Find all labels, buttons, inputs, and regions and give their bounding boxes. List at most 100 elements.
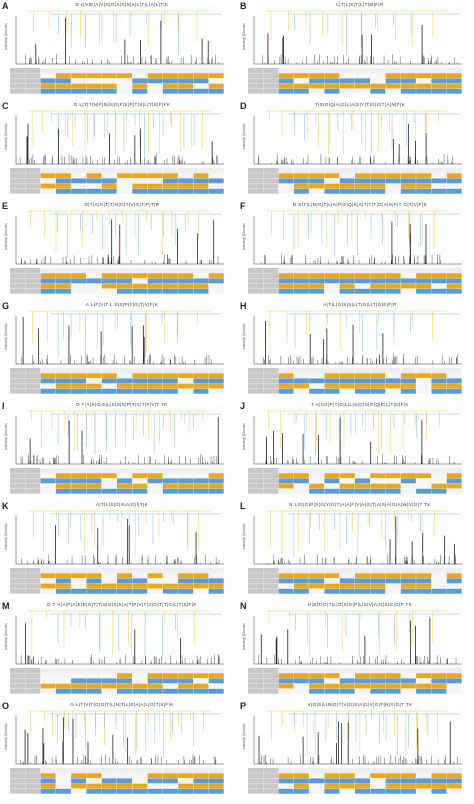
table-cell (10, 788, 25, 794)
table-cell (431, 773, 447, 779)
table-cell (339, 568, 355, 573)
table-cell (263, 768, 279, 773)
table-cell (193, 288, 209, 294)
table-cell (193, 368, 209, 373)
table-cell (147, 383, 163, 389)
table-cell (355, 73, 370, 79)
table-cell (147, 768, 163, 773)
table-cell (248, 468, 263, 473)
table-cell (446, 268, 462, 273)
table-cell (446, 783, 462, 789)
table-cell (71, 178, 87, 184)
table-cell (40, 783, 56, 789)
y-axis-label: Intensity (Counts) (4, 23, 8, 50)
table-cell (25, 478, 41, 484)
table-cell (208, 178, 224, 184)
panel-letter: D (240, 101, 247, 111)
table-cell (324, 668, 340, 673)
table-cell (71, 68, 87, 73)
table-cell (101, 583, 117, 589)
table-cell (10, 573, 25, 579)
table-cell (117, 168, 132, 173)
table-cell (162, 283, 178, 289)
table-cell (10, 68, 25, 73)
table-cell (101, 568, 117, 573)
table-cell (278, 583, 294, 589)
table-cell (339, 283, 355, 289)
table-cell (178, 473, 194, 479)
table-cell (355, 368, 370, 373)
table-cell (355, 283, 370, 289)
table-cell (385, 668, 401, 673)
table-cell (208, 388, 224, 394)
table-cell (40, 178, 56, 184)
table-cell (370, 473, 386, 479)
table-cell (293, 278, 309, 284)
table-cell (40, 583, 56, 589)
table-cell (193, 783, 209, 789)
ms-spectrum (15, 510, 224, 565)
fragment-table (248, 368, 462, 394)
table-cell (339, 83, 355, 89)
table-cell (86, 673, 102, 679)
table-cell (71, 368, 87, 373)
table-cell (293, 283, 309, 289)
table-cell (400, 573, 416, 579)
table-cell (147, 368, 163, 373)
table-cell (71, 78, 87, 84)
table-cell (263, 88, 279, 94)
table-cell (263, 183, 279, 189)
table-cell (293, 488, 309, 494)
table-cell (309, 288, 325, 294)
table-cell (293, 383, 309, 389)
table-cell (55, 68, 71, 73)
table-cell (193, 173, 209, 179)
table-cell (400, 668, 416, 673)
table-cell (25, 178, 41, 184)
table-cell (117, 268, 132, 273)
table-cell (446, 73, 462, 79)
table-cell (309, 783, 325, 789)
table-cell (263, 273, 279, 279)
table-cell (248, 678, 263, 684)
table-cell (25, 588, 41, 594)
table-cell (10, 83, 25, 89)
table-cell (324, 783, 340, 789)
table-cell (400, 768, 416, 773)
table-cell (208, 88, 224, 94)
table-cell (385, 688, 401, 694)
panel-letter: A (2, 1, 9, 11)
table-cell (324, 683, 340, 689)
table-cell (339, 373, 355, 379)
axis-line (15, 516, 224, 565)
table-cell (10, 288, 25, 294)
table-cell (324, 268, 340, 273)
table-cell (10, 483, 25, 489)
table-cell (431, 168, 447, 173)
table-cell (178, 468, 194, 473)
table-cell (416, 68, 432, 73)
table-cell (86, 668, 102, 673)
table-cell (355, 168, 370, 173)
table-cell (117, 478, 132, 484)
table-cell (339, 273, 355, 279)
table-cell (40, 768, 56, 773)
table-cell (370, 478, 386, 484)
table-cell (431, 473, 447, 479)
table-cell (162, 83, 178, 89)
table-cell (248, 478, 263, 484)
table-cell (355, 588, 370, 594)
table-cell (10, 783, 25, 789)
table-cell (400, 788, 416, 794)
table-cell (263, 188, 279, 194)
table-cell (132, 473, 148, 479)
table-cell (10, 168, 25, 173)
table-cell (117, 388, 132, 394)
table-cell (101, 168, 117, 173)
table-cell (339, 473, 355, 479)
table-cell (324, 178, 340, 184)
fragment-table (248, 768, 462, 794)
table-cell (178, 388, 194, 394)
table-cell (193, 283, 209, 289)
table-cell (208, 368, 224, 373)
